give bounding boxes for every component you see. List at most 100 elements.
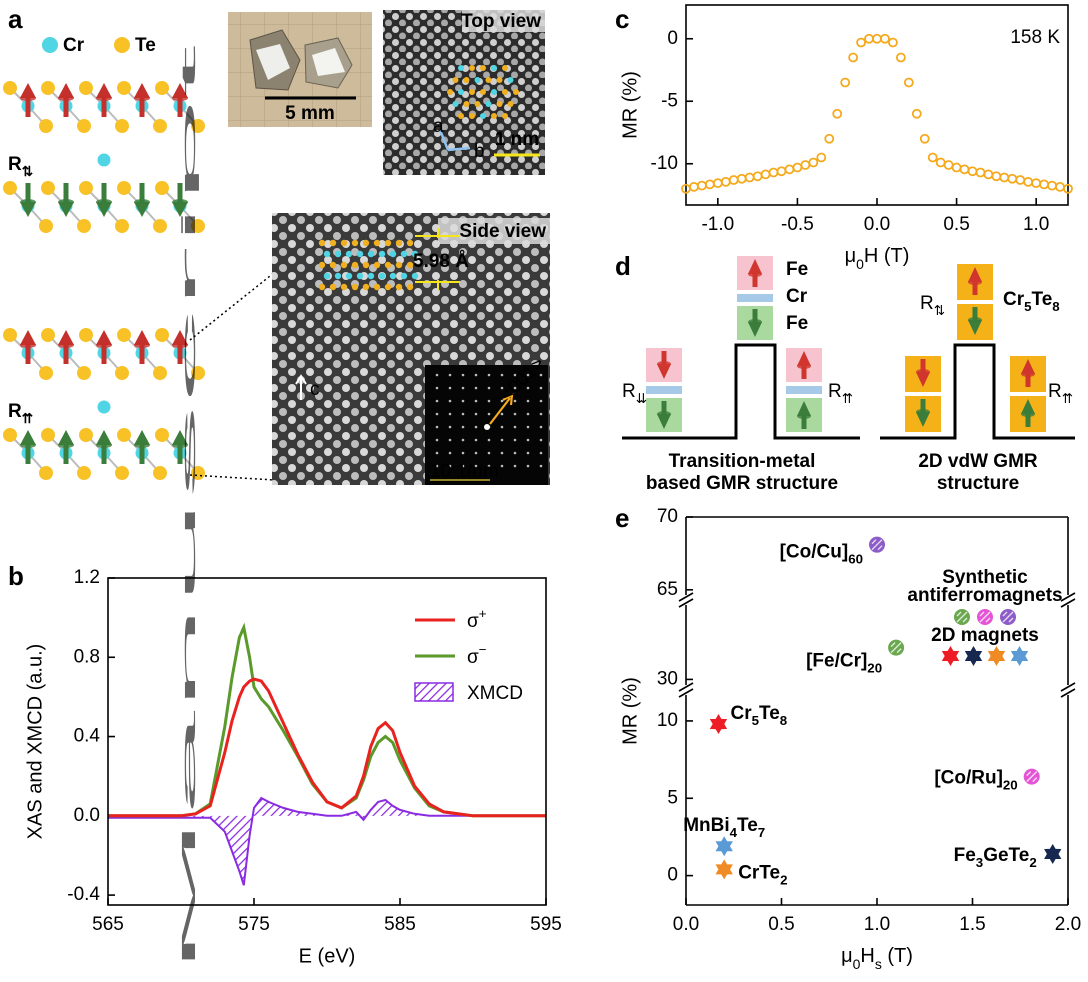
fft-spot <box>514 452 517 455</box>
point-label: Cr5Te8 <box>730 703 787 728</box>
fft-spot <box>501 439 504 442</box>
x-tick-label: 575 <box>238 914 270 935</box>
overlay-atom <box>363 240 369 246</box>
y-tick-label: 1.2 <box>74 567 100 588</box>
overlay-atom <box>508 77 514 83</box>
axis-break <box>1061 593 1075 607</box>
data-point <box>1040 180 1048 188</box>
x-tick-label: 0.0 <box>864 214 890 235</box>
te-atom <box>117 81 131 95</box>
y-tick-label: 0 <box>667 865 678 886</box>
text-part: ⇊ <box>636 391 647 406</box>
cr-atom <box>98 154 111 167</box>
overlay-atom <box>357 251 363 257</box>
overlay-atom <box>385 262 391 268</box>
te-atom <box>3 428 17 442</box>
spin-head-base <box>134 442 150 448</box>
overlay-atom <box>407 240 413 246</box>
te-atom <box>153 366 167 380</box>
overlay-atom <box>341 284 347 290</box>
y-tick-label: 0 <box>667 28 678 49</box>
data-point <box>762 170 770 178</box>
fft-spot <box>540 387 543 390</box>
te-atom <box>153 119 167 133</box>
text-part: σ <box>467 647 479 668</box>
te-atom <box>77 119 91 133</box>
overlay-atom <box>346 273 352 279</box>
view-title: Side view <box>459 221 546 242</box>
text-part: ⇅ <box>934 303 945 318</box>
spin-head-base <box>748 271 762 277</box>
caption: based GMR structure <box>646 473 838 494</box>
panel-label: c <box>615 4 629 34</box>
overlay-atom <box>352 240 358 246</box>
text-part: − <box>479 642 487 657</box>
cr-atom <box>98 401 111 414</box>
axis-break <box>679 683 693 697</box>
layer-cr <box>646 386 682 394</box>
text-part: ⇈ <box>1062 391 1073 406</box>
fft-spot <box>475 374 478 377</box>
text-part: GeTe <box>983 845 1029 866</box>
overlay-atom <box>385 240 391 246</box>
text-part: [Co/Ru] <box>934 768 1003 789</box>
fft-spot <box>527 439 530 442</box>
text-part: R <box>920 293 934 314</box>
data-point <box>1044 844 1061 864</box>
overlay-atom <box>469 113 475 119</box>
spacing-label: 5.98 Å <box>413 251 469 272</box>
text-part: 8 <box>1052 299 1059 314</box>
spin-head-base <box>657 411 671 417</box>
fft-spot <box>514 439 517 442</box>
data-point <box>984 170 992 178</box>
text-part: R <box>828 381 842 402</box>
overlay-atom <box>491 113 497 119</box>
legend-label: Cr <box>63 35 85 56</box>
spin-head-base <box>797 363 811 369</box>
overlay-atom <box>497 101 503 107</box>
overlay-atom <box>469 89 475 95</box>
te-atom <box>3 81 17 95</box>
data-point <box>929 154 937 162</box>
legend-marker <box>988 646 1005 666</box>
overlay-atom <box>374 284 380 290</box>
y-tick-label: 0.8 <box>74 646 100 667</box>
te-atom <box>115 219 129 233</box>
caption: Transition-metal <box>669 451 816 472</box>
overlay-atom <box>374 240 380 246</box>
overlay-atom <box>330 262 336 268</box>
x-tick-label: 1.0 <box>1023 214 1049 235</box>
axis-label: c <box>310 379 320 400</box>
overlay-atom <box>458 113 464 119</box>
overlay-atom <box>368 251 374 257</box>
view-title: Top view <box>461 11 541 32</box>
text-part: ⇈ <box>22 411 33 426</box>
data-point <box>1032 179 1040 187</box>
y-tick-label: -0.4 <box>67 884 100 905</box>
spin-head-base <box>96 442 112 448</box>
fft-spot <box>475 439 478 442</box>
data-point <box>778 167 786 175</box>
text-part: R <box>8 154 22 175</box>
spin-head-base <box>968 279 982 285</box>
text-part: Fe <box>954 845 976 866</box>
text-part: R <box>622 381 636 402</box>
y-tick-label: 5 <box>667 787 678 808</box>
te-atom <box>79 428 93 442</box>
panel-label: e <box>615 503 629 533</box>
fft-spot <box>488 374 491 377</box>
point-label: [Fe/Cr]20 <box>806 651 882 676</box>
data-point <box>770 169 778 177</box>
legend-swatch <box>415 683 453 701</box>
fft-spot <box>436 426 439 429</box>
te-atom <box>39 466 53 480</box>
fft-spot <box>488 439 491 442</box>
legend-atom <box>114 37 130 53</box>
fft-spot <box>449 452 452 455</box>
overlay-atom <box>453 101 459 107</box>
te-atom <box>41 181 55 195</box>
te-atom <box>41 81 55 95</box>
te-atom <box>41 428 55 442</box>
te-atom <box>77 366 91 380</box>
legend-label: XMCD <box>467 683 523 704</box>
